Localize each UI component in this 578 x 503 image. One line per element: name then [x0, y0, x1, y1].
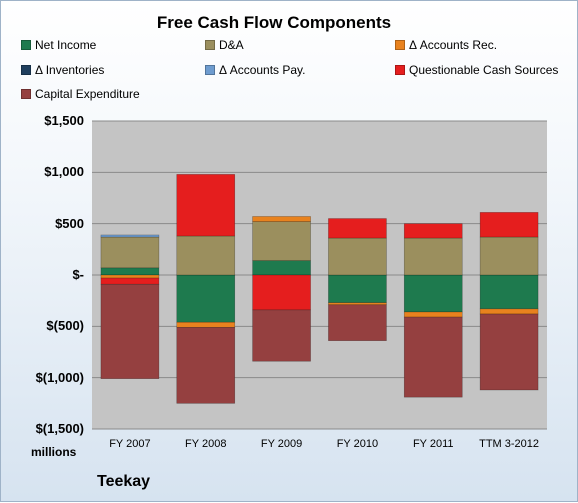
company-name: Teekay: [97, 473, 151, 490]
bar-segment: [479, 313, 539, 391]
bar-segment: [403, 237, 463, 276]
x-tick-label: TTM 3-2012: [479, 438, 540, 450]
legend-swatch: [205, 65, 215, 75]
legend-swatch: [21, 65, 31, 75]
x-tick-label: FY 2011: [412, 438, 454, 450]
bar-segment: [328, 302, 387, 306]
bar-segment: [252, 221, 311, 261]
bar-segment: [328, 274, 387, 304]
legend-swatch: [395, 40, 405, 50]
bar-segment: [100, 283, 160, 379]
bar-segment: [176, 235, 236, 276]
bar-segment: [403, 274, 463, 313]
y-tick-label: $(1,000): [35, 369, 84, 385]
bar-segment: [252, 274, 311, 311]
legend-item: Δ Inventories: [21, 63, 104, 77]
bar-segment: [100, 234, 160, 238]
bar-segment: [176, 174, 236, 237]
bar-segment: [252, 260, 311, 276]
legend-item: Capital Expenditure: [21, 87, 140, 101]
chart-title: Free Cash Flow Components: [156, 13, 392, 32]
bar-segment: [479, 236, 539, 276]
legend-label: Net Income: [35, 38, 97, 52]
bar-segment: [100, 274, 160, 279]
bar-segment: [479, 308, 539, 315]
bar-segment: [479, 212, 539, 238]
x-tick-label: FY 2007: [109, 438, 151, 450]
bar-segment: [479, 274, 539, 310]
bar-segment: [403, 223, 463, 239]
y-tick-label: $500: [55, 215, 84, 231]
legend-swatch: [395, 65, 405, 75]
x-tick-label: FY 2008: [185, 438, 227, 450]
bar-segment: [252, 216, 311, 222]
bar-segment: [403, 311, 463, 318]
legend-item: Questionable Cash Sources: [395, 63, 558, 77]
legend-swatch: [21, 40, 31, 50]
x-tick-label: FY 2010: [336, 438, 379, 450]
y-tick-label: $(1,500): [35, 421, 84, 436]
units-label: millions: [31, 445, 77, 459]
bar-segment: [100, 267, 160, 276]
legend-label: D&A: [219, 38, 244, 52]
bar-segment: [403, 316, 463, 398]
bar-segment: [328, 237, 387, 276]
legend-item: Δ Accounts Rec.: [395, 38, 497, 52]
bar-segment: [176, 321, 236, 328]
y-tick-label: $-: [72, 267, 84, 282]
x-tick-label: FY 2009: [260, 438, 303, 450]
y-tick-label: $(500): [46, 318, 84, 334]
bar-segment: [328, 218, 387, 239]
legend-label: Δ Accounts Pay.: [219, 63, 306, 77]
legend-swatch: [21, 89, 31, 99]
bar-segment: [176, 327, 236, 404]
legend-item: Δ Accounts Pay.: [205, 63, 306, 77]
bar-segment: [328, 304, 387, 342]
legend-label: Capital Expenditure: [35, 87, 140, 101]
bar-segment: [252, 309, 311, 362]
legend-swatch: [205, 40, 215, 50]
legend-label: Questionable Cash Sources: [409, 63, 559, 77]
bar-segment: [100, 277, 160, 285]
legend-item: Net Income: [21, 38, 96, 52]
legend-item: D&A: [205, 38, 244, 52]
bar-segment: [100, 236, 160, 269]
legend-label: Δ Accounts Rec.: [409, 38, 498, 52]
legend-label: Δ Inventories: [35, 63, 105, 77]
bar-segment: [176, 274, 236, 323]
y-tick-label: $1,000: [44, 164, 84, 180]
y-tick-label: $1,500: [44, 113, 84, 128]
